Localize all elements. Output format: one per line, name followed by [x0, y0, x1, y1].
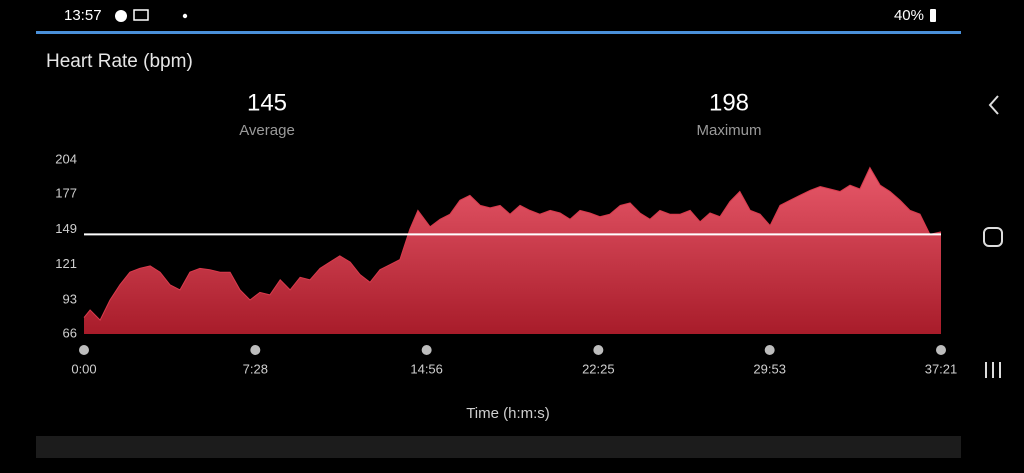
y-tick-label: 66 — [63, 325, 77, 340]
x-tick-dot — [250, 345, 261, 355]
area-fill — [84, 167, 941, 334]
x-tick-label: 7:28 — [243, 361, 268, 376]
x-tick-label: 22:25 — [582, 361, 615, 376]
x-tick-label: 14:56 — [410, 361, 443, 376]
status-battery: 40% — [894, 7, 924, 24]
x-tick-dot — [593, 345, 604, 355]
plot: 66 93 121 149 177 204 0:00 7:28 14:56 22:25 29:53 3… — [55, 151, 957, 376]
status-time: 13:57 — [64, 7, 102, 24]
area-line — [83, 166, 942, 321]
x-tick-label: 29:53 — [753, 361, 786, 376]
stat-label: Maximum — [696, 122, 761, 139]
x-tick-dot — [764, 345, 775, 355]
x-tick-dot — [936, 345, 946, 355]
nav-buttons[interactable] — [983, 95, 1003, 378]
nav-back[interactable] — [988, 95, 999, 115]
y-tick-label: 177 — [55, 185, 77, 200]
nav-recents[interactable] — [985, 362, 1001, 378]
x-tick-label: 0:00 — [71, 361, 96, 376]
status-icons — [115, 9, 936, 22]
stat-value: 198 — [709, 89, 749, 116]
x-axis-title: Time (h:m:s) — [466, 405, 550, 422]
x-tick-dot — [421, 345, 432, 355]
nav-home[interactable] — [983, 227, 1003, 247]
y-tick-label: 121 — [55, 256, 77, 271]
y-tick-label: 93 — [63, 291, 77, 306]
x-tick-label: 37:21 — [925, 361, 958, 376]
y-tick-label: 204 — [55, 151, 77, 166]
stat-label: Average — [239, 122, 295, 139]
x-tick-dot — [79, 345, 89, 355]
y-tick-label: 149 — [55, 221, 77, 236]
stat-value: 145 — [247, 89, 287, 116]
chart-title: Heart Rate (bpm) — [46, 51, 193, 72]
bottom-bar — [36, 436, 961, 458]
header-bar — [36, 31, 961, 34]
